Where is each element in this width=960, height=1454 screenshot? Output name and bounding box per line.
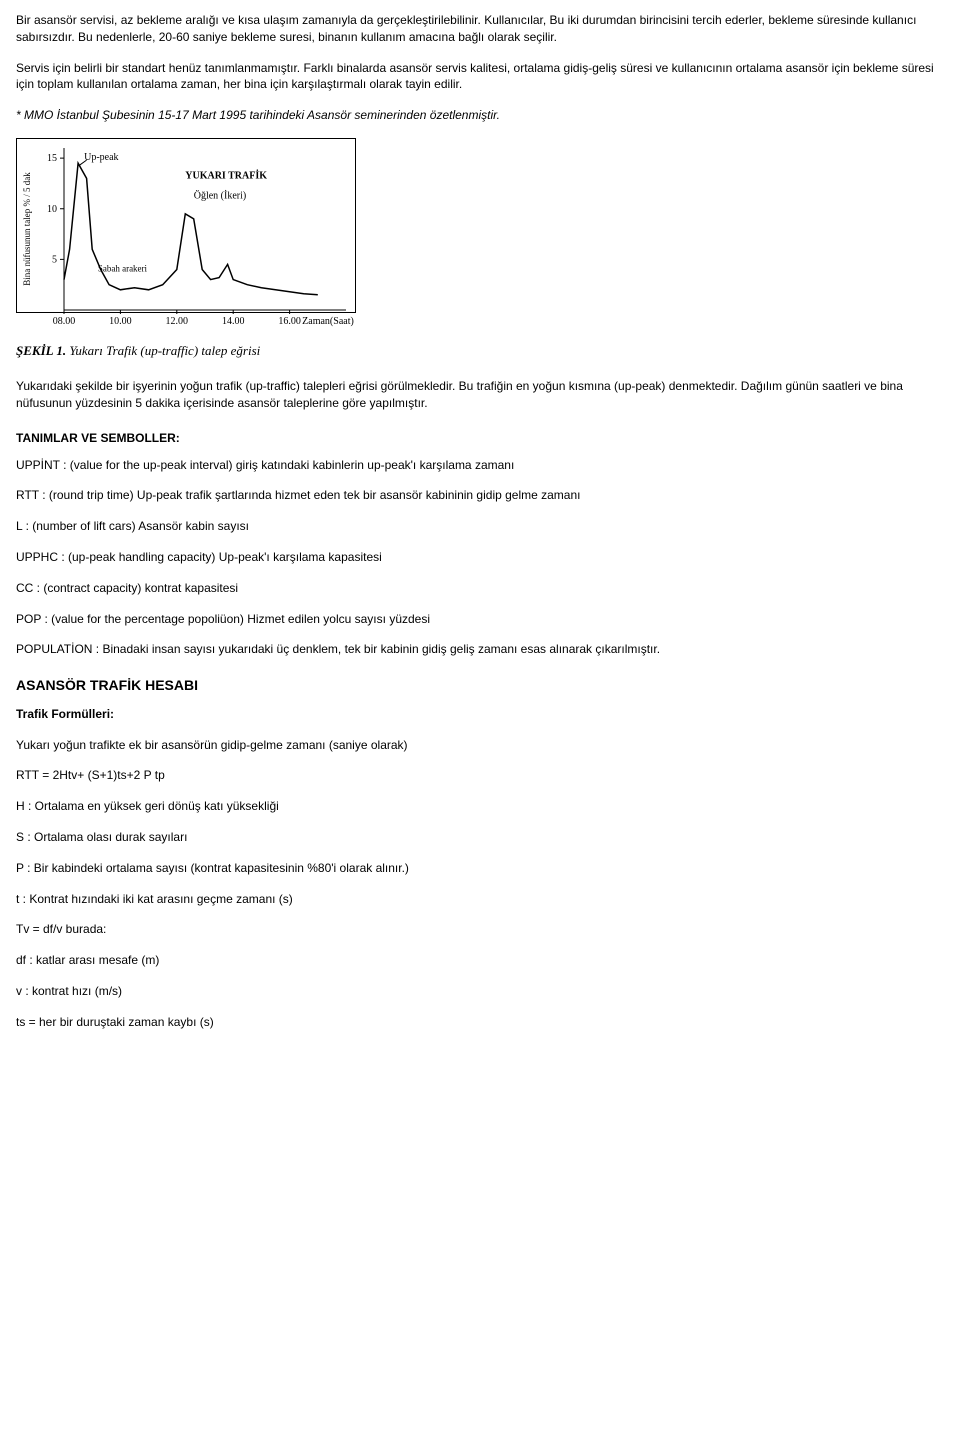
formula-t: t : Kontrat hızındaki iki kat arasını ge… — [16, 891, 944, 908]
formula-rtt: RTT = 2Htv+ (S+1)ts+2 P tp — [16, 767, 944, 784]
svg-text:10.00: 10.00 — [109, 316, 131, 327]
formula-s: S : Ortalama olası durak sayıları — [16, 829, 944, 846]
def-rtt: RTT : (round trip time) Up-peak trafik ş… — [16, 487, 944, 504]
paragraph-2: Servis için belirli bir standart henüz t… — [16, 60, 944, 94]
def-cc: CC : (contract capacity) kontrat kapasit… — [16, 580, 944, 597]
svg-text:12.00: 12.00 — [166, 316, 189, 327]
def-population: POPULATİON : Binadaki insan sayısı yukar… — [16, 641, 944, 658]
formula-df: df : katlar arası mesafe (m) — [16, 952, 944, 969]
chart-caption-text: Yukarı Trafik (up-traffic) talep eğrisi — [69, 343, 260, 358]
svg-text:15: 15 — [47, 153, 57, 164]
svg-text:16.00: 16.00 — [278, 316, 301, 327]
svg-text:10: 10 — [47, 204, 57, 215]
formula-p: P : Bir kabindeki ortalama sayısı (kontr… — [16, 860, 944, 877]
def-l: L : (number of lift cars) Asansör kabin … — [16, 518, 944, 535]
formulas-subheading: Trafik Formülleri: — [16, 706, 944, 723]
svg-text:14.00: 14.00 — [222, 316, 245, 327]
definitions-heading: TANIMLAR VE SEMBOLLER: — [16, 430, 944, 447]
paragraph-4: Yukarıdaki şekilde bir işyerinin yoğun t… — [16, 378, 944, 412]
svg-text:YUKARI TRAFİK: YUKARI TRAFİK — [185, 169, 267, 181]
svg-text:Zaman(Saat): Zaman(Saat) — [302, 316, 354, 327]
chart-caption-prefix: ŞEKİL 1. — [16, 343, 66, 358]
chart-svg: 5 10 15 08.00 10.00 12.00 14.00 16.00Zaman(Saat… — [16, 138, 356, 338]
svg-text:Up-peak: Up-peak — [84, 152, 118, 163]
formula-h: H : Ortalama en yüksek geri dönüş katı y… — [16, 798, 944, 815]
formula-intro: Yukarı yoğun trafikte ek bir asansörün g… — [16, 737, 944, 754]
svg-text:Bina nüfusunun talep % / 5 dak: Bina nüfusunun talep % / 5 dak — [22, 172, 32, 286]
traffic-calc-heading: ASANSÖR TRAFİK HESABI — [16, 676, 944, 696]
formula-ts: ts = her bir duruştaki zaman kaybı (s) — [16, 1014, 944, 1031]
def-pop: POP : (value for the percentage popoliüo… — [16, 611, 944, 628]
svg-text:5: 5 — [52, 254, 57, 265]
traffic-chart: 5 10 15 08.00 10.00 12.00 14.00 16.00Zaman(Saat… — [16, 138, 944, 360]
chart-caption: ŞEKİL 1. Yukarı Trafik (up-traffic) tale… — [16, 342, 944, 360]
def-upphc: UPPHC : (up-peak handling capacity) Up-p… — [16, 549, 944, 566]
paragraph-note: * MMO İstanbul Şubesinin 15-17 Mart 1995… — [16, 107, 944, 124]
svg-text:Öğlen (İkeri): Öğlen (İkeri) — [194, 190, 246, 202]
formula-v: v : kontrat hızı (m/s) — [16, 983, 944, 1000]
paragraph-1: Bir asansör servisi, az bekleme aralığı … — [16, 12, 944, 46]
svg-text:Sabah arakeri: Sabah arakeri — [98, 264, 148, 274]
svg-text:08.00: 08.00 — [53, 316, 76, 327]
formula-tv: Tv = df/v burada: — [16, 921, 944, 938]
def-uppint: UPPİNT : (value for the up-peak interval… — [16, 457, 944, 474]
